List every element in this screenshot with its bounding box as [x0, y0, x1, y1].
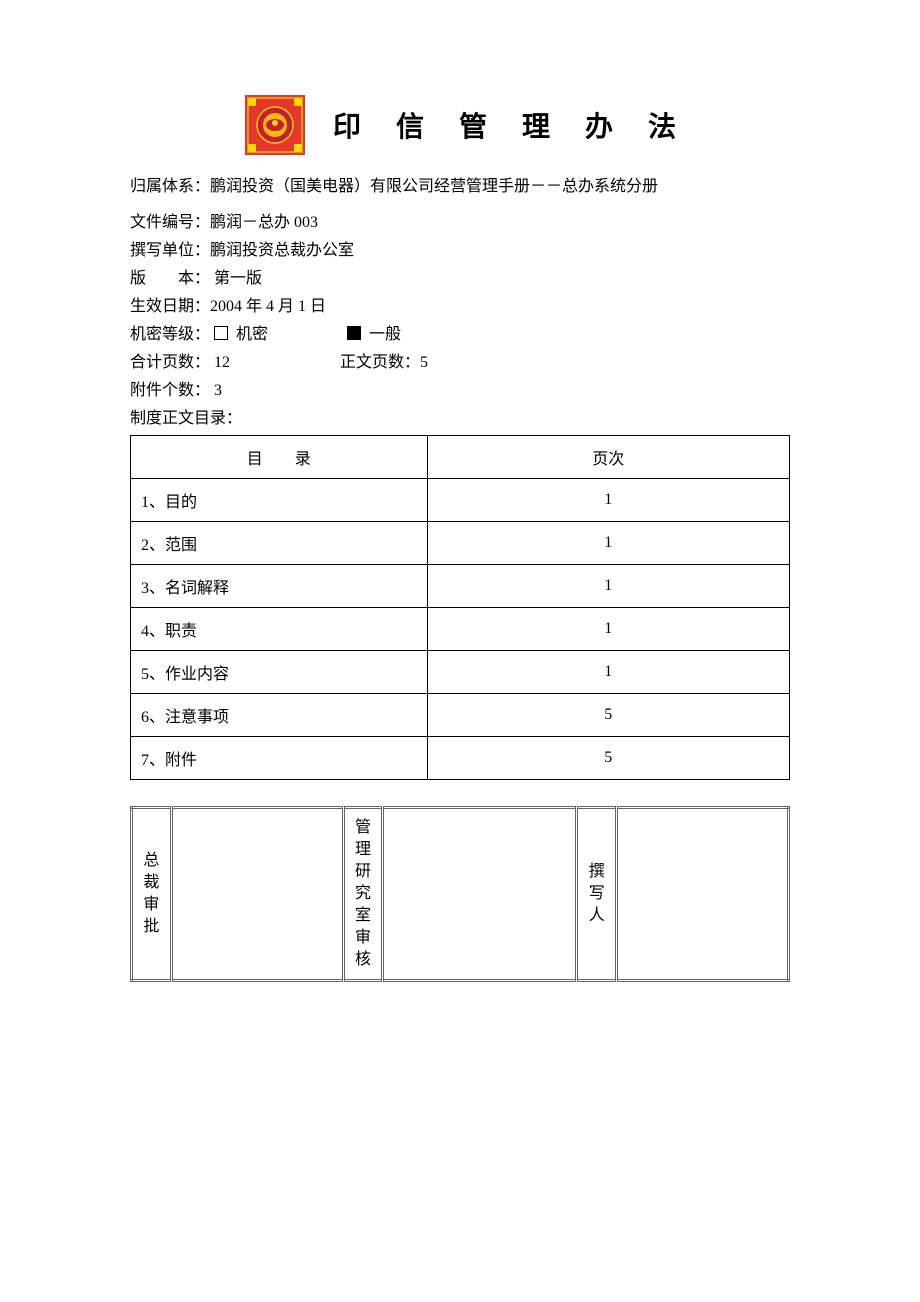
toc-page: 1 [427, 565, 789, 608]
table-row: 6、注意事项5 [131, 694, 790, 737]
attachment-line: 附件个数： 3 [130, 377, 790, 405]
writer-unit-value: 鹏润投资总裁办公室 [210, 242, 354, 259]
toc-page: 1 [427, 651, 789, 694]
toc-table: 目 录 页次 1、目的1 2、范围1 3、名词解释1 4、职责1 5、作业内容1… [130, 435, 790, 780]
body-pages-value: 5 [420, 354, 428, 371]
toc-item: 6、注意事项 [131, 694, 428, 737]
table-row: 4、职责1 [131, 608, 790, 651]
document-title: 印 信 管 理 办 法 [333, 105, 690, 145]
toc-header-col1: 目 录 [131, 436, 428, 479]
toc-label: 制度正文目录： [130, 410, 242, 427]
toc-label-line: 制度正文目录： [130, 405, 790, 433]
checkbox-secret [214, 326, 228, 340]
version-label: 版 本： [130, 270, 210, 287]
doc-number-value: 鹏润－总办 003 [210, 214, 318, 231]
approval-ceo-label: 总裁审批 [132, 808, 172, 981]
belong-system-line: 归属体系：鹏润投资（国美电器）有限公司经营管理手册－－总办系统分册 [130, 173, 790, 201]
belong-system-label: 归属体系： [130, 178, 210, 195]
document-metadata: 归属体系：鹏润投资（国美电器）有限公司经营管理手册－－总办系统分册 文件编号：鹏… [130, 173, 790, 433]
toc-page: 1 [427, 479, 789, 522]
toc-item: 5、作业内容 [131, 651, 428, 694]
classification-secret: 机密 [232, 326, 268, 343]
belong-system-value: 鹏润投资（国美电器）有限公司经营管理手册－－总办系统分册 [210, 178, 658, 195]
table-row: 5、作业内容1 [131, 651, 790, 694]
toc-item: 7、附件 [131, 737, 428, 780]
total-pages-label: 合计页数： [130, 354, 210, 371]
doc-number-line: 文件编号：鹏润－总办 003 [130, 209, 790, 237]
attachment-count-label: 附件个数： [130, 382, 210, 399]
table-row: 2、范围1 [131, 522, 790, 565]
toc-header-col2: 页次 [427, 436, 789, 479]
approval-writer-blank [617, 808, 789, 981]
version-value: 第一版 [210, 270, 262, 287]
approval-row: 总裁审批 管理研究室审核 撰写人 [132, 808, 789, 981]
approval-table: 总裁审批 管理研究室审核 撰写人 [130, 806, 790, 982]
toc-header-row: 目 录 页次 [131, 436, 790, 479]
classification-label: 机密等级： [130, 326, 210, 343]
effective-date-value: 2004 年 4 月 1 日 [210, 298, 326, 315]
version-line: 版 本： 第一版 [130, 265, 790, 293]
toc-item: 1、目的 [131, 479, 428, 522]
pages-line: 合计页数： 12 正文页数：5 [130, 349, 790, 377]
body-pages-label: 正文页数： [340, 354, 420, 371]
writer-unit-label: 撰写单位： [130, 242, 210, 259]
toc-page: 5 [427, 737, 789, 780]
table-row: 7、附件5 [131, 737, 790, 780]
approval-ceo-blank [171, 808, 343, 981]
document-header: 印 信 管 理 办 法 [130, 95, 790, 155]
writer-unit-line: 撰写单位：鹏润投资总裁办公室 [130, 237, 790, 265]
checkbox-general [347, 326, 361, 340]
approval-writer-label: 撰写人 [577, 808, 617, 981]
table-row: 3、名词解释1 [131, 565, 790, 608]
attachment-count-value: 3 [210, 382, 222, 399]
doc-number-label: 文件编号： [130, 214, 210, 231]
effective-date-line: 生效日期：2004 年 4 月 1 日 [130, 293, 790, 321]
toc-page: 1 [427, 608, 789, 651]
classification-line: 机密等级： 机密 一般 [130, 321, 790, 349]
logo-emblem [245, 95, 305, 155]
table-row: 1、目的1 [131, 479, 790, 522]
toc-item: 2、范围 [131, 522, 428, 565]
classification-general: 一般 [365, 326, 401, 343]
toc-item: 4、职责 [131, 608, 428, 651]
total-pages-value: 12 [210, 354, 230, 371]
toc-item: 3、名词解释 [131, 565, 428, 608]
effective-date-label: 生效日期： [130, 298, 210, 315]
toc-page: 1 [427, 522, 789, 565]
toc-page: 5 [427, 694, 789, 737]
approval-research-label: 管理研究室审核 [343, 808, 383, 981]
approval-research-blank [383, 808, 577, 981]
